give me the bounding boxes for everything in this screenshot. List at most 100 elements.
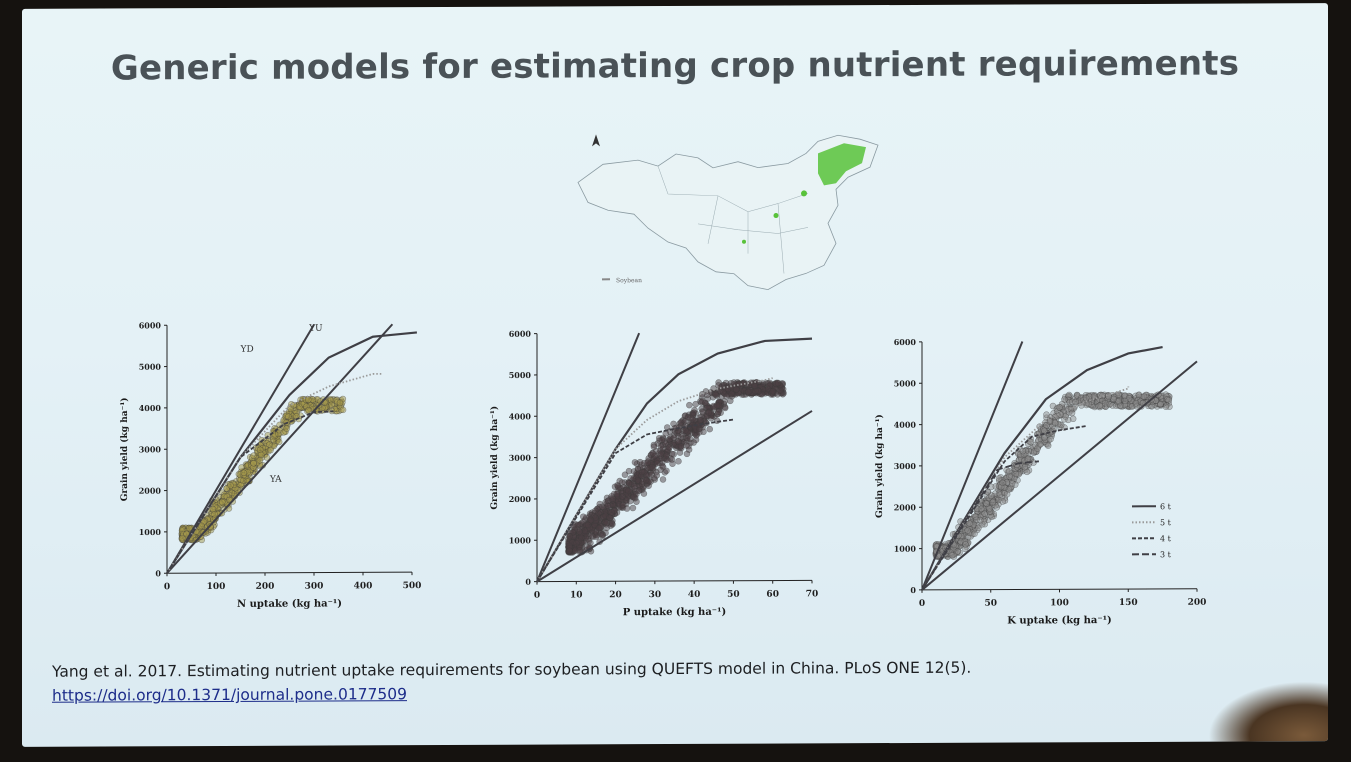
data-point: [657, 466, 664, 474]
data-point: [1165, 396, 1172, 404]
y-axis-label: Grain yield (kg ha⁻¹): [489, 406, 500, 510]
x-tick-label: 200: [256, 582, 275, 592]
data-point: [608, 509, 615, 516]
scatter-points: [178, 395, 347, 544]
data-point: [638, 468, 646, 476]
data-point: [573, 540, 580, 547]
data-point: [595, 524, 603, 532]
y-tick-label: 5000: [894, 378, 917, 388]
boundary-line: [921, 360, 1198, 591]
y-tick-label: 3000: [509, 453, 532, 463]
map-north-arrow-icon: [592, 134, 600, 147]
data-point: [328, 401, 335, 409]
data-point: [1132, 400, 1140, 407]
data-point: [1068, 409, 1076, 417]
foreground-hand: [1208, 681, 1328, 742]
data-point: [266, 441, 273, 448]
data-point: [578, 534, 585, 542]
y-tick-label: 3000: [139, 444, 162, 454]
data-point: [1036, 441, 1044, 448]
data-point: [669, 460, 676, 467]
x-tick-label: 0: [164, 582, 170, 592]
data-point: [608, 520, 616, 527]
boundary-line: [536, 410, 813, 583]
data-point: [1096, 402, 1104, 409]
data-point: [696, 417, 704, 424]
x-axis: [537, 579, 812, 583]
data-point: [1072, 398, 1079, 406]
y-tick-label: 4000: [894, 420, 917, 430]
data-point: [631, 483, 638, 490]
data-point: [650, 443, 658, 451]
data-point: [776, 387, 784, 394]
data-point: [566, 547, 573, 554]
data-point: [336, 399, 344, 406]
data-point: [989, 498, 996, 506]
y-tick-label: 0: [525, 577, 531, 587]
data-point: [218, 498, 226, 506]
data-point: [964, 527, 971, 534]
x-tick-label: 200: [1188, 598, 1207, 608]
data-point: [981, 510, 988, 517]
legend-label: 6 t: [1160, 502, 1172, 511]
boundary-line: [166, 324, 315, 574]
data-point: [625, 487, 632, 495]
y-tick-label: 0: [155, 568, 161, 578]
y-tick-label: 4000: [509, 411, 532, 421]
data-point: [663, 452, 670, 460]
data-point: [769, 388, 776, 395]
data-point: [576, 547, 584, 554]
data-point: [1082, 394, 1090, 402]
data-point: [712, 391, 720, 399]
y-tick-label: 2000: [509, 494, 532, 504]
y-tick-label: 5000: [509, 370, 532, 380]
yield-curve-dashed: [166, 410, 334, 574]
data-point: [635, 487, 642, 494]
data-point: [1006, 473, 1013, 480]
data-point: [1140, 393, 1148, 400]
data-point: [1012, 470, 1020, 478]
data-point: [1121, 397, 1129, 405]
x-tick-label: 10: [570, 590, 583, 600]
x-tick-label: 400: [354, 581, 373, 591]
curve-annotation: YD: [240, 345, 254, 355]
scatter-points: [565, 379, 787, 556]
data-point: [1056, 404, 1063, 411]
x-tick-label: 40: [688, 590, 701, 600]
province-lines: [657, 165, 809, 274]
data-point: [305, 407, 312, 414]
data-point: [644, 459, 651, 467]
data-point: [592, 507, 599, 514]
chart-p-uptake: 0 10 20 30 40 50 60 70 0 1000 2000 3000 4000 5000 6000…: [489, 329, 818, 619]
yield-curve-dashed: [921, 425, 1088, 591]
data-point: [614, 482, 621, 489]
data-point: [962, 541, 969, 548]
data-point: [1043, 411, 1050, 418]
china-outline: [577, 134, 879, 291]
data-point: [227, 482, 234, 489]
y-tick-label: 2000: [139, 486, 162, 496]
y-tick-label: 3000: [894, 461, 917, 471]
doi-link[interactable]: https://doi.org/10.1371/journal.pone.017…: [52, 685, 407, 705]
map-highlight-point: [801, 190, 807, 197]
data-point: [283, 425, 290, 432]
chart-n-uptake: 0 100 200 300 400 500010002000300040005000600…: [119, 320, 422, 610]
y-tick-label: 2000: [894, 502, 917, 512]
y-tick-label: 6000: [894, 337, 917, 347]
curve-annotation: YA: [269, 475, 282, 485]
boundary-line: [536, 332, 641, 582]
y-axis-label: Grain yield (kg ha⁻¹): [119, 397, 130, 501]
data-point: [648, 463, 656, 471]
data-point: [258, 451, 265, 459]
x-tick-label: 500: [403, 581, 422, 591]
data-point: [686, 435, 694, 443]
data-point: [983, 500, 990, 507]
x-tick-label: 100: [207, 582, 226, 592]
legend-label: 5 t: [1160, 518, 1172, 527]
x-tick-label: 150: [1119, 598, 1138, 608]
data-point: [642, 476, 650, 484]
yield-curve-dotted: [166, 372, 383, 574]
x-tick-label: 60: [766, 590, 779, 600]
data-point: [619, 501, 627, 509]
